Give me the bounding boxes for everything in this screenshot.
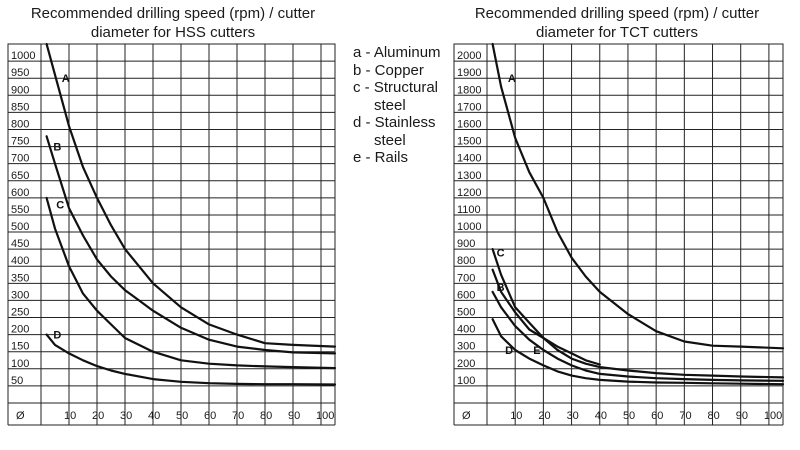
plot-frame: [453, 43, 784, 404]
y-tick-label: 600: [457, 289, 475, 301]
x-tick-label: 60: [204, 410, 216, 422]
y-tick-label: 900: [457, 238, 475, 250]
curve-label-d: D: [53, 330, 61, 342]
y-tick-label: 650: [11, 170, 29, 182]
y-tick-label: 100: [457, 375, 475, 387]
y-tick-label: 850: [11, 101, 29, 113]
y-tick-label: 600: [11, 187, 29, 199]
curve-d: [491, 318, 785, 386]
y-tick-label: 1700: [457, 101, 481, 113]
y-tick-label: 300: [11, 289, 29, 301]
y-tick-label: 350: [11, 272, 29, 284]
x-axis-label: Ø: [16, 410, 25, 422]
y-tick-label: 1000: [11, 50, 35, 62]
y-tick-label: 200: [11, 324, 29, 336]
y-tick-label: 1800: [457, 84, 481, 96]
curve-label-a: A: [62, 73, 70, 85]
x-tick-label: 40: [148, 410, 160, 422]
y-tick-label: 400: [11, 255, 29, 267]
x-axis-label: Ø: [462, 410, 471, 422]
y-tick-label: 1200: [457, 187, 481, 199]
curve-c: [45, 196, 337, 370]
x-tick-label: 50: [176, 410, 188, 422]
y-tick-label: 500: [457, 307, 475, 319]
x-tick-label: 80: [708, 410, 720, 422]
y-tick-label: 800: [457, 255, 475, 267]
y-tick-label: 950: [11, 67, 29, 79]
y-tick-label: 500: [11, 221, 29, 233]
y-tick-label: 1900: [457, 67, 481, 79]
y-tick-label: 2000: [457, 50, 481, 62]
y-tick-label: 700: [11, 153, 29, 165]
curve-a: [491, 42, 785, 350]
y-tick-label: 1500: [457, 136, 481, 148]
hss-title-line1: Recommended drilling speed (rpm) / cutte…: [30, 5, 316, 22]
y-tick-label: 450: [11, 238, 29, 250]
curve-a: [45, 42, 337, 348]
x-tick-label: 30: [567, 410, 579, 422]
legend-stainless-steel: d - Stainless: [353, 114, 436, 131]
legend-structural-steel: c - Structural: [353, 79, 439, 96]
legend-stainless-steel-cont: steel: [374, 131, 406, 149]
y-tick-label: 250: [11, 307, 29, 319]
y-tick-label: 900: [11, 84, 29, 96]
legend-rails: e - Rails: [353, 149, 409, 166]
curve-c: [491, 248, 785, 379]
curve-e: [491, 290, 785, 382]
legend-aluminum: a - Aluminum: [353, 44, 441, 61]
legend-structural-steel-cont: steel: [374, 96, 406, 114]
y-tick-label: 1100: [457, 204, 481, 216]
curve-label-b: B: [53, 142, 61, 154]
curve-d: [45, 333, 337, 386]
curve-label-c: C: [497, 248, 505, 260]
y-tick-label: 400: [457, 324, 475, 336]
curve-label-c: C: [56, 200, 64, 212]
curve-label-b: B: [497, 282, 505, 294]
curve-b: [45, 135, 337, 355]
legend-copper: b - Copper: [353, 61, 424, 79]
curve-label-d: D: [505, 345, 513, 357]
y-tick-label: 1000: [457, 221, 481, 233]
x-tick-label: 40: [595, 410, 607, 422]
x-tick-label: 80: [260, 410, 272, 422]
hss-chart: 50 100 150 200 250 300 350 400 450 500 550 600 650 70…: [7, 42, 337, 426]
tct-chart: 100 200 300 400 500 600 700 800 900 1000 1100 1200 1…: [453, 42, 785, 426]
y-tick-label: 750: [11, 136, 29, 148]
x-tick-label: 70: [679, 410, 691, 422]
curve-label-a: A: [508, 73, 516, 85]
material-legend: a - Aluminum b - Copper c - Structural s…: [353, 44, 463, 167]
curve-label-e: E: [533, 345, 540, 357]
x-tick-label: 60: [651, 410, 663, 422]
plot-frame: [7, 43, 336, 404]
y-tick-label: 700: [457, 272, 475, 284]
tct-chart-title: Recommended drilling speed (rpm) / cutte…: [452, 4, 782, 42]
x-tick-label: 20: [92, 410, 104, 422]
x-tick-label: 10: [510, 410, 522, 422]
y-tick-label: 1400: [457, 153, 481, 165]
y-tick-label: 1600: [457, 118, 481, 130]
x-tick-label: 90: [288, 410, 300, 422]
y-tick-label: 800: [11, 118, 29, 130]
y-tick-label: 550: [11, 204, 29, 216]
hss-chart-title: Recommended drilling speed (rpm) / cutte…: [8, 4, 338, 42]
y-tick-label: 150: [11, 341, 29, 353]
y-tick-label: 200: [457, 358, 475, 370]
x-tick-label: 100: [316, 410, 334, 422]
tct-title-line1: Recommended drilling speed (rpm) / cutte…: [474, 5, 760, 22]
y-tick-label: 50: [11, 375, 23, 387]
x-tick-label: 100: [764, 410, 782, 422]
y-tick-label: 1300: [457, 170, 481, 182]
x-tick-label: 50: [623, 410, 635, 422]
tct-title-line2: diameter for TCT cutters: [536, 24, 698, 41]
x-tick-label: 10: [64, 410, 76, 422]
hss-title-line2: diameter for HSS cutters: [90, 24, 256, 41]
x-tick-label: 20: [538, 410, 550, 422]
y-tick-label: 300: [457, 341, 475, 353]
x-tick-label: 70: [232, 410, 244, 422]
y-tick-label: 100: [11, 358, 29, 370]
x-tick-label: 30: [120, 410, 132, 422]
x-tick-label: 90: [736, 410, 748, 422]
